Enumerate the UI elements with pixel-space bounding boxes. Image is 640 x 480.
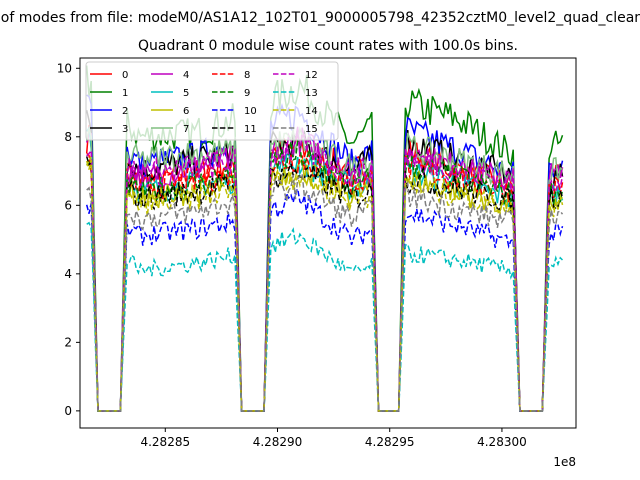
y-axis: 0 2 4 6 8 10 [57, 61, 80, 418]
series-line-15 [86, 171, 564, 412]
chart-title: Quadrant 0 module wise count rates with … [138, 38, 518, 54]
y-tick-label: 2 [64, 335, 72, 349]
legend-label-13: 13 [305, 88, 318, 99]
legend-label-1: 1 [122, 88, 128, 99]
legend-label-11: 11 [244, 124, 257, 135]
series-line-8 [86, 152, 564, 412]
x-tick-label: 4.28285 [140, 435, 190, 449]
series-line-14 [85, 159, 564, 412]
y-tick-label: 8 [64, 130, 72, 144]
plot-frame [79, 57, 577, 429]
legend-box [85, 61, 339, 141]
y-tick-label: 10 [57, 61, 72, 75]
series-line-13 [86, 221, 564, 412]
legend-label-5: 5 [183, 88, 189, 99]
legend-label-6: 6 [183, 106, 189, 117]
x-tick-label: 4.28295 [365, 435, 415, 449]
x-tick-label: 4.28290 [253, 435, 303, 449]
legend-label-10: 10 [244, 106, 257, 117]
legend-label-7: 7 [183, 124, 189, 135]
series-line-10 [85, 187, 564, 412]
x-tick-label: 4.28300 [477, 435, 527, 449]
legend-label-8: 8 [244, 70, 250, 81]
legend-label-2: 2 [122, 106, 128, 117]
y-tick-label: 0 [64, 404, 72, 418]
x-offset-label: 1e8 [553, 455, 576, 469]
chart-suptitle: Plot of modes from file: modeM0/AS1A12_1… [0, 10, 640, 26]
x-axis: 4.28285 4.28290 4.28295 4.28300 [140, 428, 527, 449]
legend-label-4: 4 [183, 70, 189, 81]
series-line-7 [85, 126, 563, 412]
legend-label-12: 12 [305, 70, 318, 81]
series-line-9 [86, 139, 564, 412]
legend-label-9: 9 [244, 88, 250, 99]
legend-label-0: 0 [122, 70, 128, 81]
legend-label-15: 15 [305, 124, 318, 135]
y-tick-label: 4 [64, 267, 72, 281]
legend-label-3: 3 [122, 124, 128, 135]
series-line-12 [86, 132, 564, 412]
y-tick-label: 6 [64, 198, 72, 212]
legend-label-14: 14 [305, 106, 318, 117]
series-layer [85, 65, 564, 412]
